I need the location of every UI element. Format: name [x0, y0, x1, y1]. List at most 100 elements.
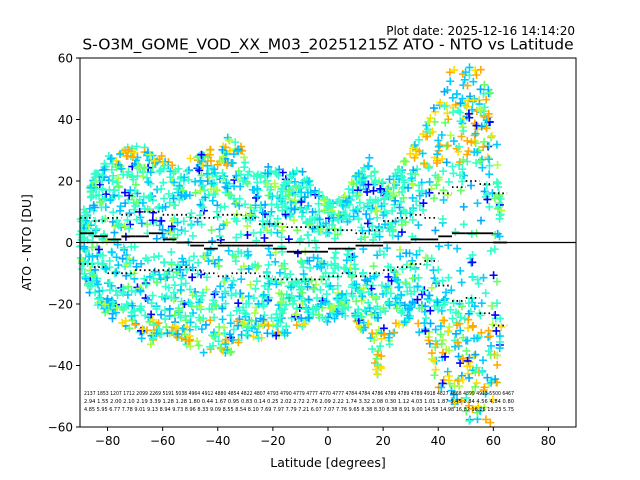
data-point: [433, 173, 442, 182]
data-point: [338, 290, 347, 299]
data-point: [442, 158, 451, 167]
data-point: [81, 274, 90, 283]
data-point: [444, 273, 453, 282]
data-point: [97, 203, 106, 212]
data-point: [457, 132, 466, 141]
data-point: [199, 181, 208, 190]
data-point: [419, 199, 428, 208]
data-point: [444, 177, 453, 186]
data-point: [446, 131, 455, 140]
data-point: [434, 305, 443, 314]
data-point: [314, 311, 323, 320]
data-point: [352, 313, 361, 322]
data-point: [247, 209, 256, 218]
data-point: [398, 173, 407, 182]
data-point: [207, 226, 216, 235]
data-point: [405, 305, 414, 314]
data-point: [394, 283, 403, 292]
data-point: [88, 270, 97, 279]
data-point: [460, 314, 469, 323]
data-point: [91, 177, 100, 186]
data-point: [88, 277, 97, 286]
data-point: [114, 174, 123, 183]
data-point: [196, 186, 205, 195]
data-point: [123, 290, 132, 299]
data-point: [441, 352, 450, 361]
data-point: [471, 350, 480, 359]
y-tick-label: 60: [58, 52, 73, 66]
data-point: [472, 158, 481, 167]
data-point: [479, 356, 488, 365]
data-point: [223, 184, 232, 193]
data-point: [270, 179, 279, 188]
data-point: [418, 304, 427, 313]
data-point: [194, 341, 203, 350]
y-tick-label: 0: [65, 236, 73, 250]
data-point: [244, 250, 253, 259]
data-point: [146, 340, 155, 349]
data-point: [171, 201, 180, 210]
data-point: [321, 229, 330, 238]
data-point: [453, 376, 462, 385]
data-point: [330, 253, 339, 262]
data-point: [297, 314, 306, 323]
data-point: [106, 154, 115, 163]
data-point: [443, 109, 452, 118]
data-point: [152, 234, 161, 243]
data-point: [86, 187, 95, 196]
data-point: [90, 203, 99, 212]
data-point: [367, 171, 376, 180]
data-point: [106, 196, 115, 205]
data-point: [476, 156, 485, 165]
data-point: [181, 279, 190, 288]
data-point: [115, 220, 124, 229]
data-point: [117, 164, 126, 173]
data-point: [169, 169, 178, 178]
data-point: [365, 153, 374, 162]
data-point: [469, 96, 478, 105]
data-point: [369, 186, 378, 195]
data-point: [211, 332, 220, 341]
data-point: [267, 200, 276, 209]
x-tick-label: 80: [541, 434, 556, 448]
data-point: [249, 332, 258, 341]
data-point: [292, 304, 301, 313]
data-point: [352, 191, 361, 200]
data-point: [197, 171, 206, 180]
data-point: [299, 263, 308, 272]
data-point: [321, 297, 330, 306]
data-point: [372, 354, 381, 363]
data-point: [312, 293, 321, 302]
data-point: [389, 329, 398, 338]
data-point: [487, 341, 496, 350]
data-point: [365, 304, 374, 313]
data-point: [438, 348, 447, 357]
data-point: [394, 320, 403, 329]
data-point: [219, 277, 228, 286]
data-point: [157, 310, 166, 319]
data-point: [105, 278, 114, 287]
data-point: [281, 178, 290, 187]
data-point: [376, 184, 385, 193]
data-point: [483, 373, 492, 382]
data-point: [365, 214, 374, 223]
data-point: [295, 237, 304, 246]
data-point: [183, 323, 192, 332]
data-point: [392, 304, 401, 313]
data-point: [446, 305, 455, 314]
data-point: [473, 199, 482, 208]
data-point: [402, 249, 411, 258]
data-point: [163, 329, 172, 338]
data-point: [124, 282, 133, 291]
data-point: [476, 85, 485, 94]
data-point: [423, 132, 432, 141]
data-point: [452, 308, 461, 317]
data-point: [381, 287, 390, 296]
data-point: [444, 327, 453, 336]
data-point: [492, 140, 501, 149]
data-point: [225, 330, 234, 339]
data-point: [412, 250, 421, 259]
data-point: [193, 269, 202, 278]
data-point: [195, 298, 204, 307]
data-point: [383, 244, 392, 253]
